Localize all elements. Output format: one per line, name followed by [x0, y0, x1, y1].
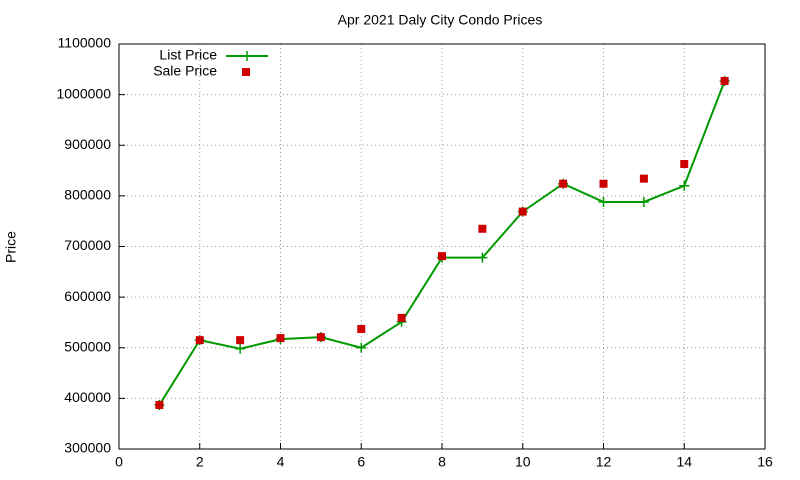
point	[155, 400, 164, 409]
point	[356, 342, 367, 353]
point	[316, 333, 325, 342]
y-tick-label: 800000	[64, 187, 111, 203]
plot-frame	[118, 43, 766, 450]
point	[680, 159, 689, 168]
point	[638, 196, 649, 207]
point	[438, 252, 446, 261]
y-tick-label: 600000	[64, 288, 111, 304]
x-tick-label: 12	[596, 454, 612, 470]
point	[720, 76, 729, 85]
y-axis-label: Price	[3, 231, 19, 263]
point	[598, 196, 609, 207]
x-tick-label: 2	[196, 454, 204, 470]
y-tick-label: 900000	[64, 136, 111, 152]
point	[276, 334, 285, 343]
x-tick-label: 10	[515, 454, 531, 470]
point	[477, 252, 488, 263]
legend-marker	[242, 68, 250, 76]
legend-label: Sale Price	[153, 63, 217, 79]
point	[639, 174, 648, 183]
x-tick-label: 6	[357, 454, 365, 470]
y-tick-label: 500000	[64, 338, 111, 354]
chart-title: Apr 2021 Daly City Condo Prices	[338, 12, 543, 28]
x-tick-label: 0	[115, 454, 123, 470]
point	[357, 325, 366, 334]
point	[599, 179, 608, 188]
point	[235, 343, 246, 354]
point	[518, 207, 527, 216]
y-tick-label: 400000	[64, 389, 111, 405]
point	[397, 313, 406, 322]
y-tick-label: 700000	[64, 237, 111, 253]
y-tick-label: 1000000	[56, 85, 111, 101]
point	[679, 180, 690, 191]
legend-label: List Price	[159, 47, 217, 63]
point	[195, 336, 204, 345]
x-tick-label: 16	[757, 454, 773, 470]
legend-marker	[242, 51, 252, 61]
point	[478, 224, 487, 233]
y-tick-label: 300000	[64, 440, 111, 456]
point	[236, 336, 245, 345]
y-tick-label: 1100000	[58, 35, 112, 51]
x-tick-label: 4	[277, 454, 285, 470]
x-tick-label: 14	[676, 454, 692, 470]
x-tick-label: 8	[438, 454, 446, 470]
point	[559, 179, 568, 188]
